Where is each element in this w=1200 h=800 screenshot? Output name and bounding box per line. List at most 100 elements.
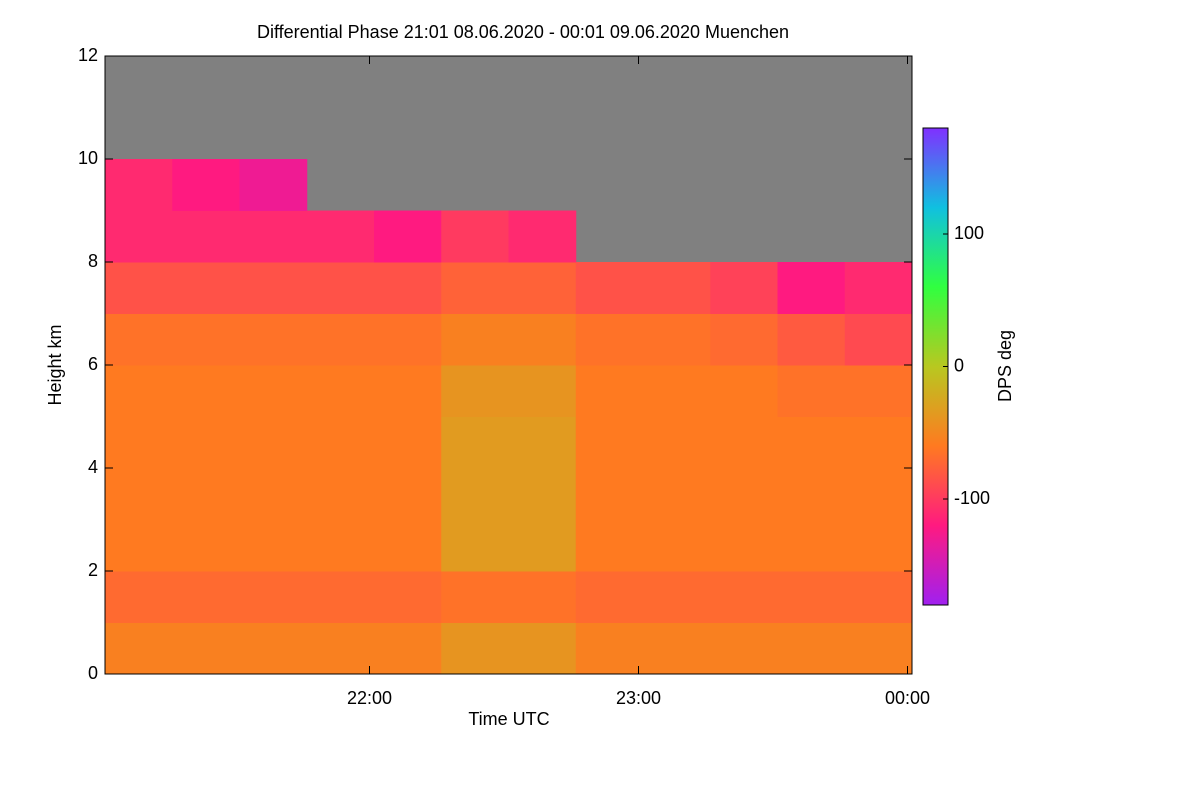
heat-cell	[441, 416, 509, 469]
heat-cell	[777, 416, 846, 469]
heat-cell	[508, 468, 577, 520]
heat-cell	[710, 416, 778, 469]
heat-cell	[508, 262, 577, 314]
heat-cell	[844, 622, 913, 675]
heat-cell	[575, 262, 644, 314]
heat-cell	[306, 468, 375, 520]
heat-cell	[172, 262, 240, 314]
heat-cell	[374, 365, 442, 417]
heat-cell	[777, 519, 846, 572]
chart-title: Differential Phase 21:01 08.06.2020 - 00…	[257, 22, 789, 42]
heat-cell	[777, 468, 846, 520]
heat-cell	[239, 365, 308, 417]
heat-cell	[105, 571, 173, 623]
heat-cell	[172, 468, 240, 520]
heat-cell	[844, 571, 913, 623]
heat-cell	[306, 262, 375, 314]
heat-cell	[575, 519, 644, 572]
heat-cell	[441, 468, 509, 520]
heat-cell	[105, 365, 173, 417]
heat-cell	[710, 313, 778, 366]
heat-cell	[777, 313, 846, 366]
heat-cell	[710, 519, 778, 572]
heat-cell	[441, 313, 509, 366]
heat-cell	[374, 571, 442, 623]
heat-cell	[239, 262, 308, 314]
heat-cell	[172, 159, 240, 211]
y-tick-label: 10	[78, 148, 98, 168]
x-tick-label: 22:00	[347, 688, 392, 708]
colorbar-tick-label: 100	[954, 223, 984, 243]
heat-cell	[844, 262, 913, 314]
heat-cell	[374, 416, 442, 469]
heat-cell	[643, 313, 711, 366]
heat-cell	[374, 313, 442, 366]
heat-cell	[374, 262, 442, 314]
heat-cell	[710, 365, 778, 417]
heat-cell	[105, 416, 173, 469]
x-tick-label: 00:00	[885, 688, 930, 708]
heat-cell	[508, 622, 577, 675]
heat-cell	[710, 622, 778, 675]
heat-cell	[105, 210, 173, 263]
heat-cell	[643, 622, 711, 675]
y-tick-label: 8	[88, 251, 98, 271]
heat-cell	[844, 365, 913, 417]
y-tick-label: 2	[88, 560, 98, 580]
y-axis-label: Height km	[45, 324, 65, 405]
heat-cell	[306, 622, 375, 675]
heat-cell	[306, 365, 375, 417]
y-tick-label: 6	[88, 354, 98, 374]
heat-cell	[844, 519, 913, 572]
heat-cell	[172, 571, 240, 623]
heat-cell	[172, 313, 240, 366]
heat-cell	[508, 571, 577, 623]
colorbar-tick-label: -100	[954, 488, 990, 508]
heat-cell	[508, 210, 577, 263]
heat-cell	[575, 365, 644, 417]
heat-cell	[441, 571, 509, 623]
x-axis-label: Time UTC	[468, 709, 549, 729]
heat-cell	[575, 622, 644, 675]
heat-cell	[239, 622, 308, 675]
heat-cell	[172, 210, 240, 263]
heat-cell	[777, 262, 846, 314]
heat-cell	[844, 313, 913, 366]
heat-cell	[239, 210, 308, 263]
heat-cell	[306, 571, 375, 623]
heat-cell	[172, 365, 240, 417]
heat-cell	[105, 262, 173, 314]
heat-cell	[105, 519, 173, 572]
heat-cell	[239, 416, 308, 469]
heat-cell	[508, 313, 577, 366]
heat-cell	[710, 468, 778, 520]
heat-cell	[306, 416, 375, 469]
heat-cell	[508, 519, 577, 572]
heat-cell	[575, 416, 644, 469]
heat-cell	[239, 159, 308, 211]
heat-cell	[441, 210, 509, 263]
y-tick-label: 0	[88, 663, 98, 683]
heat-cell	[239, 468, 308, 520]
x-tick-label: 23:00	[616, 688, 661, 708]
heat-cell	[508, 416, 577, 469]
heat-cell	[710, 571, 778, 623]
heat-cell	[441, 519, 509, 572]
colorbar-tick-label: 0	[954, 355, 964, 375]
heat-cell	[643, 468, 711, 520]
heat-cell	[105, 159, 173, 211]
heat-cell	[105, 622, 173, 675]
heat-cell	[374, 519, 442, 572]
heat-cell	[643, 519, 711, 572]
heat-cell	[710, 262, 778, 314]
heat-cell	[441, 365, 509, 417]
colorbar-label: DPS deg	[995, 330, 1015, 402]
heat-cell	[172, 519, 240, 572]
heat-cell	[575, 313, 644, 366]
heat-cell	[306, 210, 375, 263]
heat-cell	[172, 416, 240, 469]
heat-cell	[105, 468, 173, 520]
heat-cell	[172, 622, 240, 675]
heat-cell	[306, 313, 375, 366]
